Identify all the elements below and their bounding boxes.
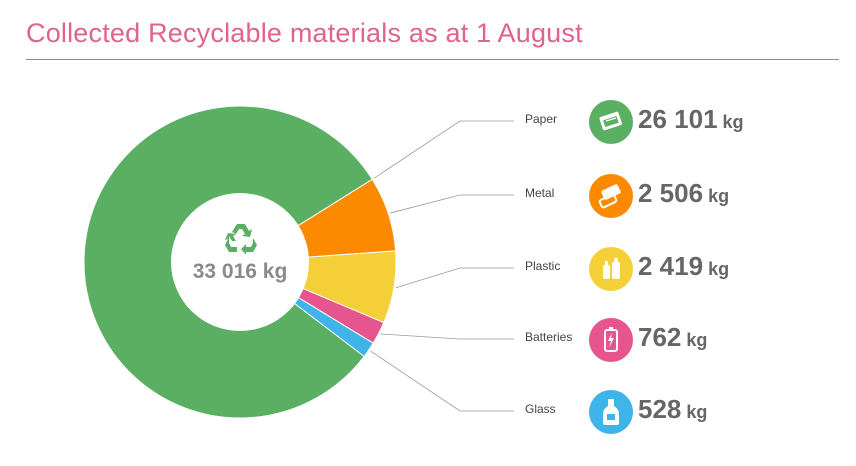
- leader-line-batteries: [380, 333, 514, 340]
- amount-number: 528: [638, 394, 682, 424]
- paper-icon: [589, 100, 633, 144]
- title-divider: [26, 59, 839, 60]
- legend-label-batteries: Batteries: [525, 330, 573, 344]
- amount-number: 762: [638, 322, 682, 352]
- leader-line-paper: [373, 120, 514, 179]
- leader-line-plastic: [395, 267, 514, 289]
- amount-unit: kg: [686, 330, 708, 350]
- amount-number: 2 419: [638, 251, 704, 281]
- legend-label-glass: Glass: [525, 402, 556, 416]
- plastic-bottles-icon: [589, 247, 633, 291]
- leader-line-glass: [370, 350, 514, 412]
- chart-title: Collected Recyclable materials as at 1 A…: [26, 18, 583, 48]
- total-weight: 33 016 kg: [192, 260, 288, 283]
- legend-label-metal: Metal: [525, 186, 555, 200]
- glass-bottle-icon: [589, 390, 633, 434]
- legend-label-plastic: Plastic: [525, 259, 561, 273]
- amount-number: 26 101: [638, 104, 718, 134]
- legend-value-paper: 26 101 kg: [638, 104, 744, 135]
- amount-unit: kg: [708, 259, 730, 279]
- legend-value-plastic: 2 419 kg: [638, 251, 729, 282]
- leader-line-metal: [390, 194, 514, 214]
- legend-value-batteries: 762 kg: [638, 322, 707, 353]
- amount-number: 2 506: [638, 178, 704, 208]
- amount-unit: kg: [708, 186, 730, 206]
- legend-value-glass: 528 kg: [638, 394, 707, 425]
- donut-hole: [171, 193, 309, 331]
- battery-icon: [589, 318, 633, 362]
- amount-unit: kg: [686, 402, 708, 422]
- recycle-icon: [225, 224, 257, 254]
- metal-icon: [589, 174, 633, 218]
- amount-unit: kg: [722, 112, 744, 132]
- legend-value-metal: 2 506 kg: [638, 178, 729, 209]
- legend-label-paper: Paper: [525, 112, 558, 126]
